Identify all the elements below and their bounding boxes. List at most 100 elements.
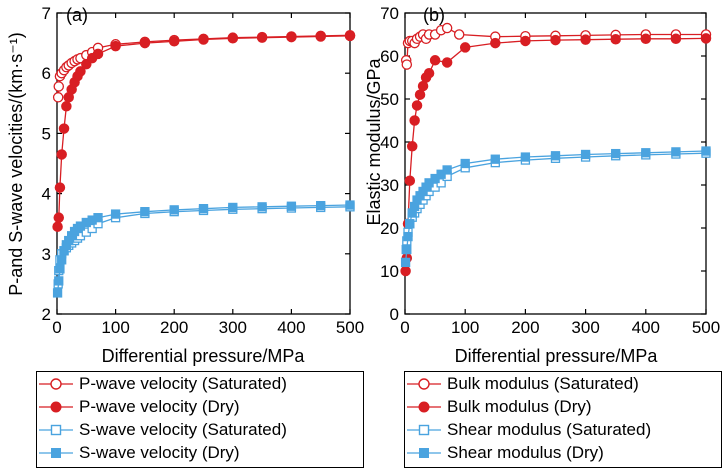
data-point <box>57 255 67 265</box>
data-point <box>460 158 470 169</box>
data-point <box>140 207 150 217</box>
x-tick-label: 400 <box>277 318 305 337</box>
data-point <box>700 33 712 44</box>
filled-square-marker-icon <box>407 448 441 458</box>
series-4 <box>400 146 711 268</box>
legend-label: S-wave velocity (Saturated) <box>79 420 287 439</box>
data-point <box>228 202 238 213</box>
legend-item: P-wave velocity (Dry) <box>37 396 240 418</box>
data-point <box>414 89 426 100</box>
data-point <box>520 35 531 47</box>
data-point <box>400 257 411 268</box>
y-tick-label: 50 <box>380 90 399 109</box>
data-point <box>520 152 531 162</box>
data-point <box>345 200 355 210</box>
data-point <box>580 34 591 45</box>
data-point <box>198 34 209 45</box>
data-point <box>406 141 418 152</box>
data-point <box>701 146 711 156</box>
data-point <box>75 66 86 77</box>
data-point <box>256 32 268 43</box>
x-tick-label: 0 <box>400 318 409 337</box>
x-tick-label: 0 <box>52 318 61 337</box>
y-tick-label: 4 <box>42 185 51 204</box>
data-point <box>409 115 420 126</box>
series-2 <box>52 30 356 232</box>
y-tick-label: 0 <box>390 305 399 324</box>
data-point <box>490 37 501 49</box>
series-line <box>404 37 707 272</box>
x-tick-label: 200 <box>511 318 539 337</box>
legend-item: Shear modulus (Saturated) <box>405 419 651 441</box>
open-circle-marker-icon <box>39 378 73 390</box>
data-point <box>404 175 416 186</box>
data-point <box>670 33 682 45</box>
data-point <box>402 244 412 255</box>
data-point <box>315 31 326 42</box>
data-point <box>400 265 411 277</box>
series-3 <box>401 148 711 255</box>
data-point <box>550 151 561 161</box>
panel-b-label: (b) <box>423 5 445 25</box>
y-tick-label: 20 <box>380 219 399 238</box>
panel-b-legend: Bulk modulus (Saturated) Bulk modulus (D… <box>404 371 722 468</box>
data-point <box>459 42 471 53</box>
series-4 <box>52 200 355 298</box>
x-tick-label: 200 <box>160 318 188 337</box>
data-point <box>56 149 67 160</box>
data-point <box>490 154 500 164</box>
legend-label: Shear modulus (Dry) <box>447 443 604 462</box>
x-tick-label: 100 <box>451 318 479 337</box>
y-tick-label: 6 <box>42 64 51 83</box>
y-tick-label: 3 <box>42 245 51 264</box>
data-point <box>610 33 621 45</box>
x-tick-label: 500 <box>692 318 720 337</box>
legend-label: P-wave velocity (Dry) <box>79 397 240 416</box>
y-tick-label: 60 <box>380 47 399 66</box>
data-point <box>405 219 415 229</box>
x-tick-label: 300 <box>571 318 599 337</box>
legend-label: Bulk modulus (Saturated) <box>447 374 639 393</box>
legend-item: S-wave velocity (Saturated) <box>37 419 287 441</box>
data-point <box>286 31 297 43</box>
x-tick-label: 400 <box>632 318 660 337</box>
y-tick-label: 2 <box>42 305 51 324</box>
data-point <box>344 30 356 42</box>
data-point <box>580 149 591 160</box>
legend-item: Bulk modulus (Saturated) <box>405 373 639 395</box>
legend-label: P-wave velocity (Saturated) <box>79 374 287 393</box>
panel-a-y-axis-label: P-and S-wave velocities/(km·s⁻¹) <box>6 32 26 296</box>
data-point <box>55 264 65 274</box>
legend-item: P-wave velocity (Saturated) <box>37 373 287 395</box>
filled-square-marker-icon <box>39 448 73 458</box>
data-point <box>52 221 63 232</box>
legend-item: Bulk modulus (Dry) <box>405 396 592 418</box>
data-point <box>640 33 652 45</box>
legend-item: S-wave velocity (Dry) <box>37 442 240 464</box>
data-point <box>550 34 561 46</box>
x-tick-label: 500 <box>336 318 364 337</box>
y-tick-label: 10 <box>380 262 399 281</box>
y-tick-label: 5 <box>42 124 51 143</box>
data-point <box>54 182 66 193</box>
data-point <box>401 59 413 70</box>
data-point <box>53 212 65 223</box>
data-point <box>441 57 453 68</box>
plot-frame <box>404 12 707 315</box>
data-point <box>227 33 239 44</box>
data-point <box>257 202 267 212</box>
data-point <box>53 81 65 92</box>
data-point <box>93 213 103 223</box>
panel-b-chart: (b) Differential pressure/MPa Elastic mo… <box>364 4 720 366</box>
data-point <box>110 40 121 52</box>
data-point <box>417 80 429 92</box>
plot-frame <box>56 12 351 315</box>
data-point <box>429 55 441 66</box>
y-tick-label: 7 <box>42 4 51 23</box>
data-point <box>58 123 70 134</box>
panel-a-chart: (a) Differential pressure/MPa P-and S-wa… <box>6 4 364 366</box>
data-point <box>61 101 72 112</box>
data-point <box>198 203 209 214</box>
panel-a-legend: P-wave velocity (Saturated) P-wave veloc… <box>36 371 364 468</box>
